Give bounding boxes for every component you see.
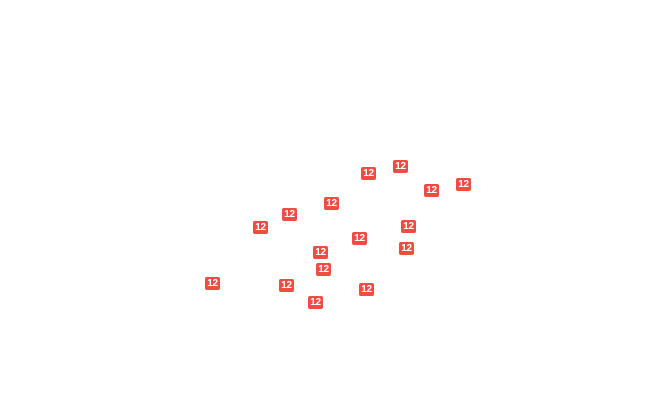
cluster-marker[interactable]: 12 <box>282 208 297 221</box>
cluster-marker[interactable]: 12 <box>399 242 414 255</box>
cluster-marker[interactable]: 12 <box>205 277 220 290</box>
cluster-marker[interactable]: 12 <box>316 263 331 276</box>
cluster-marker[interactable]: 12 <box>359 283 374 296</box>
cluster-marker[interactable]: 12 <box>324 197 339 210</box>
cluster-marker[interactable]: 12 <box>361 167 376 180</box>
cluster-marker[interactable]: 12 <box>456 178 471 191</box>
cluster-marker[interactable]: 12 <box>308 296 323 309</box>
cluster-marker[interactable]: 12 <box>393 160 408 173</box>
cluster-marker[interactable]: 12 <box>313 246 328 259</box>
cluster-marker[interactable]: 12 <box>279 279 294 292</box>
cluster-marker[interactable]: 12 <box>401 220 416 233</box>
cluster-marker[interactable]: 12 <box>424 184 439 197</box>
cluster-marker[interactable]: 12 <box>253 221 268 234</box>
cluster-marker[interactable]: 12 <box>352 232 367 245</box>
